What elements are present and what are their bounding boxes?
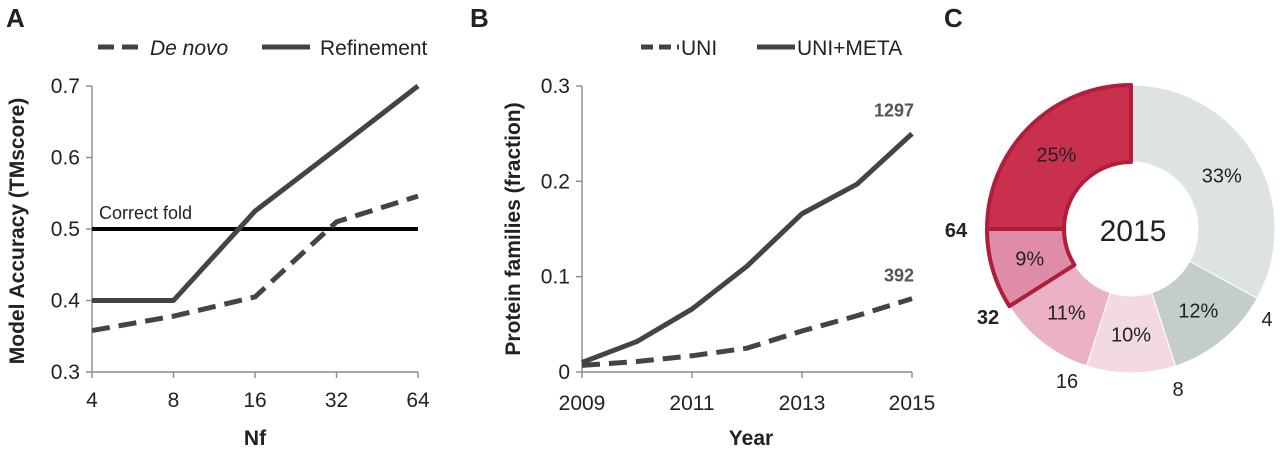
chart-a: 0.3 0.4 0.5 0.6 0.7 4 8 16 32 64 Nf Model Accuracy …: [6, 37, 430, 450]
y-tick-label: 0.7: [51, 75, 80, 98]
donut-slice-label: 33%: [1202, 165, 1242, 187]
x-tick-label: 2013: [779, 392, 826, 415]
donut-outer-label: 4: [1261, 309, 1272, 331]
donut-slice: [985, 83, 1133, 231]
legend-label: Refinement: [320, 37, 428, 60]
series-end-label: 392: [884, 266, 914, 286]
correct-fold-label: Correct fold: [99, 203, 192, 223]
x-tick-label: 64: [406, 389, 430, 412]
legend-label: UNI: [681, 37, 717, 60]
x-axis-title: Year: [729, 427, 773, 450]
series-line-uni: [581, 296, 913, 368]
y-tick-label: 0.2: [541, 170, 570, 193]
donut-slice-label: 25%: [1036, 144, 1076, 166]
series-line-uni-meta: [581, 131, 914, 365]
y-tick-label: 0.6: [51, 147, 80, 170]
donut-slice-label: 9%: [1015, 248, 1044, 270]
donut-slice-label: 10%: [1111, 325, 1151, 347]
donut-slice: [1130, 84, 1276, 300]
legend-label: De novo: [150, 37, 229, 60]
legend: UNI UNI+META: [641, 37, 902, 60]
x-tick-label: 2015: [889, 392, 936, 415]
series-end-label: 1297: [874, 101, 914, 121]
donut-outer-label: 16: [1056, 371, 1078, 393]
x-axis-title: Nf: [244, 427, 267, 450]
y-axis-title: Model Accuracy (TMscore): [6, 98, 29, 364]
x-tick-label: 4: [86, 389, 98, 412]
legend: De novo Refinement: [98, 37, 428, 60]
y-axis-title: Protein families (fraction): [502, 102, 525, 355]
donut-outer-label: 32: [977, 307, 999, 329]
y-tick-label: 0.5: [51, 218, 80, 241]
donut-outer-label: 64: [945, 220, 968, 242]
x-tick-label: 2011: [669, 392, 714, 415]
panel-label-c: C: [944, 3, 963, 33]
panel-label-a: A: [6, 3, 25, 33]
x-tick-label: 16: [243, 389, 266, 412]
x-tick-label: 32: [325, 389, 348, 412]
panel-label-b: B: [470, 3, 489, 33]
y-tick-label: 0.4: [51, 290, 81, 313]
legend-label: UNI+META: [797, 37, 902, 60]
chart-c: 33% 12% 4 10% 8 11% 16 9% 32 25% 64 2015: [945, 83, 1276, 401]
donut-outer-label: 8: [1172, 379, 1183, 401]
x-tick-label: 2009: [559, 392, 606, 415]
donut-slice-label: 12%: [1178, 300, 1218, 322]
series-line-refinement: [92, 84, 420, 303]
y-tick-label: 0.3: [541, 75, 570, 98]
y-tick-label: 0.3: [51, 361, 80, 384]
donut-center-label: 2015: [1100, 215, 1167, 248]
x-tick-label: 8: [168, 389, 180, 412]
donut-slice-label: 11%: [1047, 302, 1086, 324]
series-line-de-novo: [91, 193, 419, 333]
y-tick-label: 0.1: [541, 266, 570, 289]
chart-b: 0 0.1 0.2 0.3 2009 2011 2013 2015 Year Protein fa…: [502, 37, 935, 450]
y-tick-label: 0: [558, 361, 570, 384]
